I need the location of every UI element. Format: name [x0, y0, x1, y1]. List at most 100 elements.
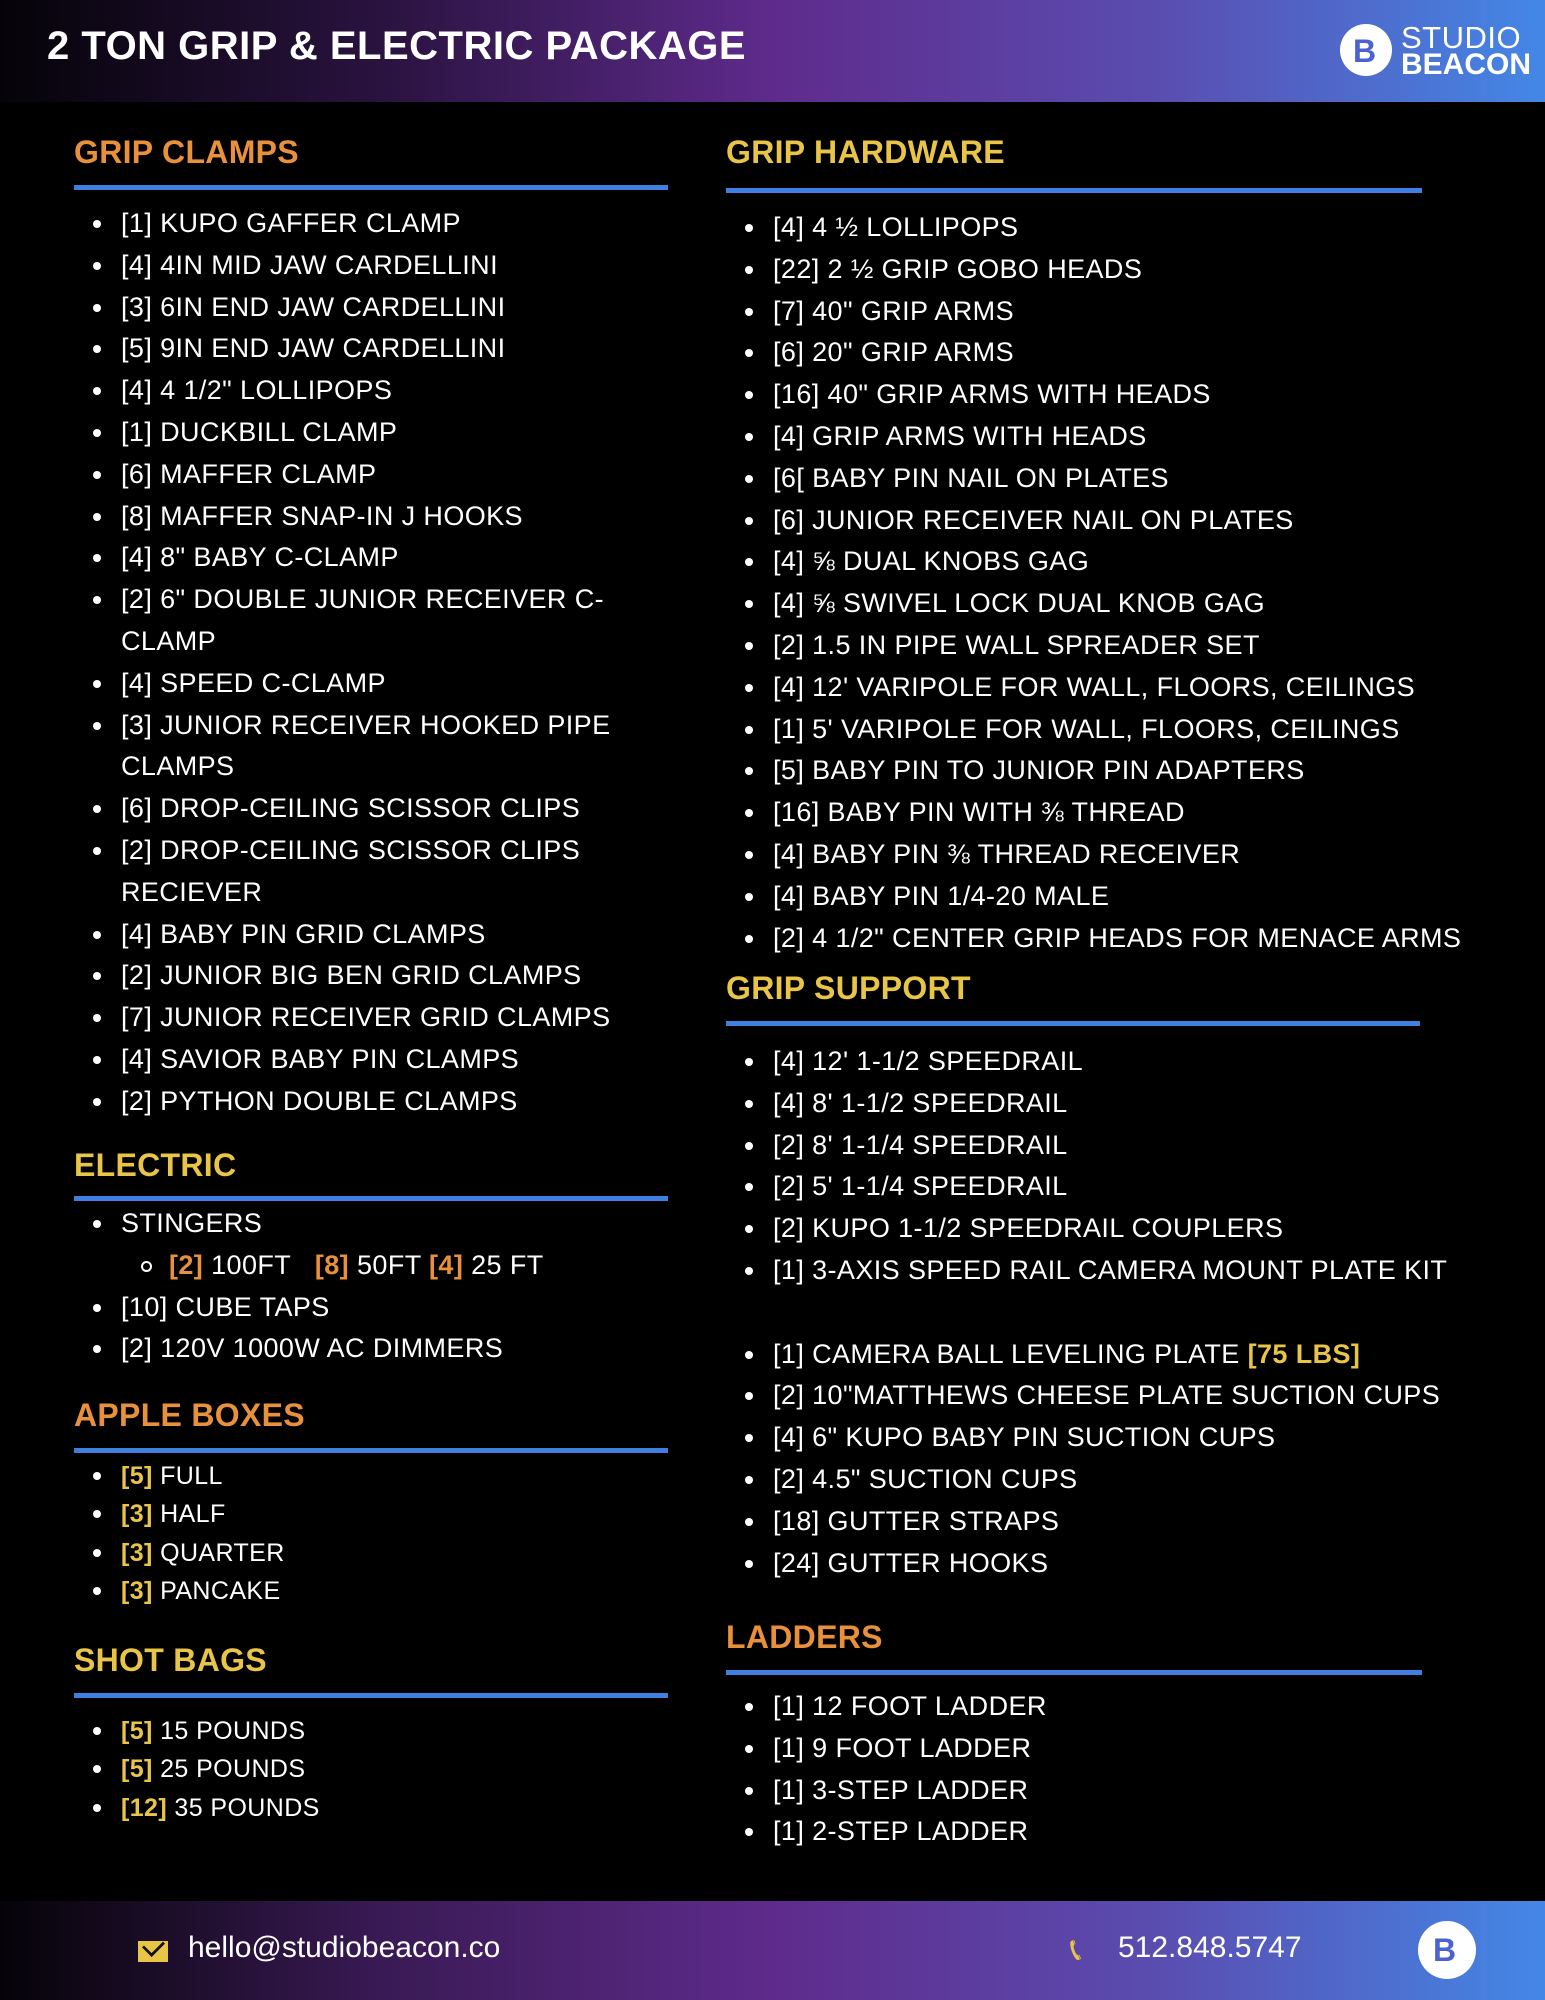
list-item: [2] 5' 1-1/4 SPEEDRAIL	[726, 1166, 1526, 1208]
section-title: GRIP SUPPORT	[726, 970, 971, 1006]
list-item: [5] 15 POUNDS	[74, 1712, 668, 1750]
item-list: [1] 12 FOOT LADDER [1] 9 FOOT LADDER [1] 3…	[726, 1686, 1422, 1853]
list-item: [1] 2-STEP LADDER	[726, 1811, 1422, 1853]
item-list: STINGERS [2] 100FT [8] 50FT [4] 25 FT	[74, 1203, 668, 1287]
list-item: [2] 4.5" SUCTION CUPS	[726, 1459, 1526, 1501]
section-ladders: LADDERS [1] 12 FOOT LADDER [1] 9 FOOT LAD…	[726, 1618, 1422, 1853]
list-item: [4] ⅝ DUAL KNOBS GAG	[726, 541, 1526, 583]
list-item: [1] KUPO GAFFER CLAMP	[74, 203, 654, 245]
logo-mark-letter: B	[1433, 1932, 1457, 1968]
list-item: [18] GUTTER STRAPS	[726, 1501, 1526, 1543]
list-item: [4] 8" BABY C-CLAMP	[74, 537, 654, 579]
list-item: [4] 6" KUPO BABY PIN SUCTION CUPS	[726, 1417, 1526, 1459]
list-item: [1] 12 FOOT LADDER	[726, 1686, 1422, 1728]
list-item: [5] 9IN END JAW CARDELLINI	[74, 328, 654, 370]
list-item: [1] DUCKBILL CLAMP	[74, 412, 654, 454]
list-item: [10] CUBE TAPS	[74, 1287, 668, 1329]
qty: [12]	[121, 1793, 168, 1822]
list-item: [22] 2 ½ GRIP GOBO HEADS	[726, 249, 1526, 291]
label: [1] CAMERA BALL LEVELING PLATE	[773, 1338, 1240, 1369]
list-item: [4] BABY PIN ⅜ THREAD RECEIVER	[726, 834, 1526, 876]
list-item: [4] 4IN MID JAW CARDELLINI	[74, 245, 654, 287]
list-item: [3] PANCAKE	[74, 1572, 668, 1610]
section-title: LADDERS	[726, 1619, 883, 1655]
section-title: SHOT BAGS	[74, 1642, 267, 1678]
list-item: [4] 8' 1-1/2 SPEEDRAIL	[726, 1083, 1526, 1125]
qty: [3]	[121, 1500, 153, 1529]
list-item: [4] 4 ½ LOLLIPOPS	[726, 207, 1526, 249]
list-item: [4] ⅝ SWIVEL LOCK DUAL KNOB GAG	[726, 583, 1526, 625]
list-item: [2] 10"MATTHEWS CHEESE PLATE SUCTION CUP…	[726, 1375, 1526, 1417]
logo-line1: STUDIO	[1401, 20, 1522, 55]
label: FULL	[160, 1462, 223, 1490]
divider	[726, 1670, 1422, 1675]
divider	[726, 188, 1422, 193]
list-item: [3] 6IN END JAW CARDELLINI	[74, 287, 654, 329]
item-list: [10] CUBE TAPS [2] 120V 1000W AC DIMMERS	[74, 1287, 668, 1371]
section-apple-boxes: APPLE BOXES [5] FULL [3] HALF [3] QUARTER[…	[74, 1396, 668, 1610]
list-item: [4] 12' VARIPOLE FOR WALL, FLOORS, CEILI…	[726, 667, 1526, 709]
list-item: [4] BABY PIN GRID CLAMPS	[74, 914, 654, 956]
list-item: [2] DROP-CEILING SCISSOR CLIPS RECIEVER	[74, 830, 654, 914]
section-electric: ELECTRIC STINGERS [2] 100FT [8] 50FT [4]…	[74, 1146, 668, 1370]
list-item: [4] BABY PIN 1/4-20 MALE	[726, 876, 1526, 918]
section-grip-support: GRIP SUPPORT [4] 12' 1-1/2 SPEEDRAIL [4] …	[726, 969, 1447, 1584]
list-item: [6] JUNIOR RECEIVER NAIL ON PLATES	[726, 500, 1526, 542]
list-item: [1] 9 FOOT LADDER	[726, 1728, 1422, 1770]
list-item: [16] BABY PIN WITH ⅜ THREAD	[726, 792, 1526, 834]
label: HALF	[160, 1500, 226, 1529]
list-item: [24] GUTTER HOOKS	[726, 1543, 1526, 1585]
list-item: [6] MAFFER CLAMP	[74, 454, 654, 496]
item-list: [1] CAMERA BALL LEVELING PLATE [75 LBS]	[726, 1334, 1526, 1376]
label: 50FT	[356, 1249, 422, 1280]
section-grip-clamps: GRIP CLAMPS [1] KUPO GAFFER CLAMP [4] 4IN…	[74, 133, 668, 1123]
list-item: [2] 8' 1-1/4 SPEEDRAIL	[726, 1125, 1526, 1167]
item-list: [4] 12' 1-1/2 SPEEDRAIL [4] 8' 1-1/2 SPEE…	[726, 1041, 1526, 1292]
qty: [8]	[314, 1249, 350, 1280]
label: 15 POUNDS	[160, 1717, 306, 1745]
logo-mark-letter: B	[1353, 33, 1377, 69]
list-item: [5] FULL	[74, 1457, 668, 1495]
list-item: [5] BABY PIN TO JUNIOR PIN ADAPTERS	[726, 750, 1526, 792]
phone-link[interactable]: 512.848.5747	[1118, 1931, 1302, 1964]
section-title: GRIP HARDWARE	[726, 134, 1005, 170]
list-item: [5] 25 POUNDS	[74, 1750, 668, 1788]
list-item: [3] JUNIOR RECEIVER HOOKED PIPE CLAMPS	[74, 705, 654, 789]
footer: hello@studiobeacon.co 📞︎ 512.848.5747 B	[0, 1901, 1545, 2000]
divider	[74, 185, 668, 190]
list-item: [1] 3-STEP LADDER	[726, 1770, 1422, 1812]
list-item: [16] 40" GRIP ARMS WITH HEADS	[726, 374, 1526, 416]
list-item: [1] CAMERA BALL LEVELING PLATE [75 LBS]	[726, 1334, 1526, 1376]
list-item: [4] 12' 1-1/2 SPEEDRAIL	[726, 1041, 1526, 1083]
qty: [5]	[121, 1755, 153, 1784]
label: QUARTER	[160, 1538, 285, 1567]
list-item: [2] 1.5 IN PIPE WALL SPREADER SET	[726, 625, 1526, 667]
list-item: [3] HALF	[74, 1495, 668, 1533]
label: 25 POUNDS	[160, 1755, 306, 1784]
qty: [2]	[169, 1249, 204, 1280]
qty: [5]	[121, 1462, 153, 1490]
list-item: [8] MAFFER SNAP-IN J HOOKS	[74, 496, 654, 538]
section-grip-hardware: GRIP HARDWARE [4] 4 ½ LOLLIPOPS [22] 2 ½ …	[726, 133, 1461, 959]
page-title: 2 TON GRIP & ELECTRIC PACKAGE	[47, 24, 747, 68]
footer-logo-icon: B	[1418, 1921, 1476, 1979]
list-item: [4] SAVIOR BABY PIN CLAMPS	[74, 1039, 654, 1081]
list-item: [1] 5' VARIPOLE FOR WALL, FLOORS, CEILIN…	[726, 709, 1526, 751]
divider	[74, 1196, 668, 1201]
list-item: [2] PYTHON DOUBLE CLAMPS	[74, 1081, 654, 1123]
list-item: [2] JUNIOR BIG BEN GRID CLAMPS	[74, 955, 654, 997]
email-link[interactable]: hello@studiobeacon.co	[188, 1931, 501, 1964]
item-list: [2] 10"MATTHEWS CHEESE PLATE SUCTION CUP…	[726, 1375, 1526, 1584]
section-title: ELECTRIC	[74, 1147, 237, 1183]
list-item: [2] 120V 1000W AC DIMMERS	[74, 1328, 668, 1370]
studio-beacon-logo: B STUDIO BEACON	[1340, 20, 1531, 81]
item-list: [5] 15 POUNDS [5] 25 POUNDS [12] 35 POUNDS	[74, 1712, 668, 1827]
item-list: [5] FULL [3] HALF [3] QUARTER [3] PANCAKE	[74, 1457, 668, 1610]
item-list: [4] 4 ½ LOLLIPOPS [22] 2 ½ GRIP GOBO HEAD…	[726, 207, 1526, 959]
list-item: [12] 35 POUNDS	[74, 1789, 668, 1827]
list-item: [2] 4 1/2" CENTER GRIP HEADS FOR MENACE …	[726, 918, 1526, 960]
label: PANCAKE	[160, 1576, 281, 1605]
list-item: [6[ BABY PIN NAIL ON PLATES	[726, 458, 1526, 500]
list-item: STINGERS	[74, 1203, 668, 1245]
item-list: [1] KUPO GAFFER CLAMP [4] 4IN MID JAW CAR…	[74, 203, 654, 1123]
